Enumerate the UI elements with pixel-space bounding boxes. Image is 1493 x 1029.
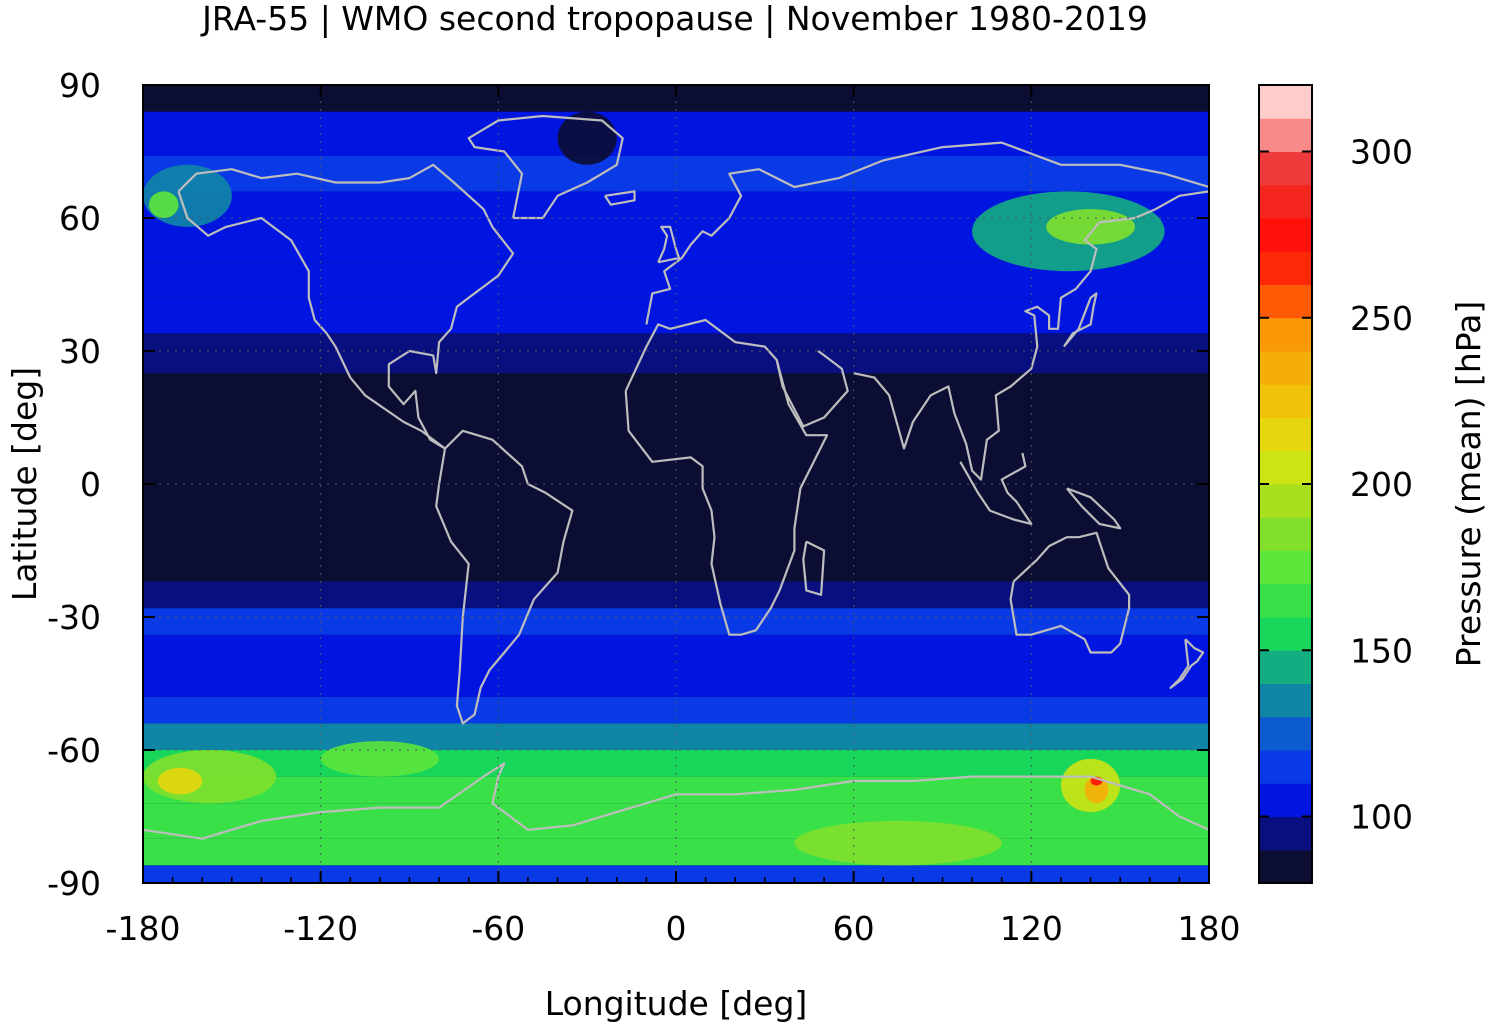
coastline-segment <box>1009 531 1131 654</box>
coastline-segment <box>645 141 1210 325</box>
pressure-patch <box>157 767 203 795</box>
pressure-patch <box>794 820 1002 866</box>
coastline-segment <box>775 350 849 428</box>
y-tick-label: 30 <box>59 332 101 371</box>
colorbar-swatch <box>1259 650 1312 684</box>
coastline-segment <box>1169 638 1205 689</box>
coastline-segment <box>1066 487 1122 530</box>
coastline-segment <box>853 190 1210 481</box>
coastlines <box>142 114 1210 840</box>
colorbar-swatch <box>1259 783 1312 817</box>
y-tick-label: -60 <box>47 731 101 770</box>
latitude-band <box>143 838 1209 866</box>
latitude-band <box>143 803 1209 839</box>
y-tick-label: 60 <box>59 199 101 238</box>
colorbar-tick-label: 250 <box>1350 299 1413 338</box>
colorbar-frame <box>1258 84 1313 884</box>
coastline-segment <box>657 225 681 264</box>
colorbar-tick-label: 200 <box>1350 465 1413 504</box>
colorbar-swatch <box>1259 151 1312 186</box>
x-tick-label: -120 <box>283 909 358 948</box>
colorbar-swatch <box>1259 384 1312 418</box>
colorbar-swatch <box>1259 849 1312 884</box>
x-tick-label: 60 <box>833 909 875 948</box>
x-tick-label: -180 <box>106 909 181 948</box>
colorbar-swatch <box>1259 716 1312 751</box>
x-tick-label: 180 <box>1178 909 1241 948</box>
latitude-band <box>143 750 1209 777</box>
y-axis-label: Latitude [deg] <box>5 367 44 601</box>
coastline-segment <box>142 762 1210 840</box>
colorbar-swatch <box>1259 583 1312 618</box>
colorbar-swatch <box>1259 317 1312 352</box>
graticule-grid <box>143 85 1209 883</box>
colorbar-swatch <box>1259 617 1312 651</box>
colorbar-swatch <box>1259 750 1312 784</box>
y-tick-label: 0 <box>80 465 101 504</box>
chart-title: JRA-55 | WMO second tropopause | Novembe… <box>200 0 1148 38</box>
latitude-band <box>143 581 1209 609</box>
pressure-patch <box>1046 209 1135 245</box>
latitude-band <box>143 333 1209 374</box>
x-tick-label: -60 <box>471 909 525 948</box>
colorbar-swatch <box>1259 118 1312 152</box>
colorbar-tick-label: 300 <box>1350 133 1413 172</box>
pressure-patch <box>148 191 179 218</box>
y-tick-label: -30 <box>47 598 101 637</box>
coastline-segment <box>802 540 826 596</box>
colorbar-swatch <box>1259 417 1312 452</box>
x-tick-label: 0 <box>666 909 687 948</box>
colorbar-swatch <box>1259 85 1312 119</box>
colorbar-swatch <box>1259 251 1312 285</box>
axis-ticks: -180 -120 -60 0 60 120 180 90 60 30 0 -30 -60 -90 <box>47 66 1240 948</box>
latitude-band <box>143 661 1209 697</box>
colorbar-tick-label: 100 <box>1350 798 1413 837</box>
colorbar-label: Pressure (mean) [hPa] <box>1449 301 1488 668</box>
colorbar-swatch <box>1259 184 1312 219</box>
colorbar-swatch <box>1259 517 1312 551</box>
colorbar-swatch <box>1259 484 1312 518</box>
latitude-band <box>143 723 1209 750</box>
coastline-segment <box>959 452 1033 525</box>
pressure-patch <box>1084 776 1109 804</box>
colorbar-swatch <box>1259 816 1312 851</box>
coastline-segment <box>603 190 636 206</box>
pressure-patch <box>320 741 440 777</box>
y-tick-label: -90 <box>47 864 101 903</box>
colorbar-swatch <box>1259 218 1312 252</box>
pressure-field-map <box>143 85 1209 883</box>
colorbar-swatch <box>1259 450 1312 485</box>
x-axis-label: Longitude [deg] <box>545 984 808 1023</box>
latitude-band <box>143 634 1209 662</box>
latitude-band <box>143 262 1209 298</box>
pressure-patch <box>557 111 617 165</box>
colorbar-swatch <box>1259 284 1312 319</box>
coastline-segment <box>1062 292 1098 348</box>
x-tick-label: 120 <box>1000 909 1063 948</box>
colorbar-swatch <box>1259 683 1312 718</box>
colorbar-swatch <box>1259 550 1312 585</box>
coastline-segment <box>177 163 515 450</box>
colorbar: 100 150 200 250 300 <box>1259 85 1413 884</box>
coastline-segment <box>467 114 624 220</box>
y-tick-label: 90 <box>59 66 101 105</box>
coastline-segment <box>624 318 829 636</box>
colorbar-swatch <box>1259 351 1312 385</box>
colorbar-tick-label: 150 <box>1350 631 1413 670</box>
